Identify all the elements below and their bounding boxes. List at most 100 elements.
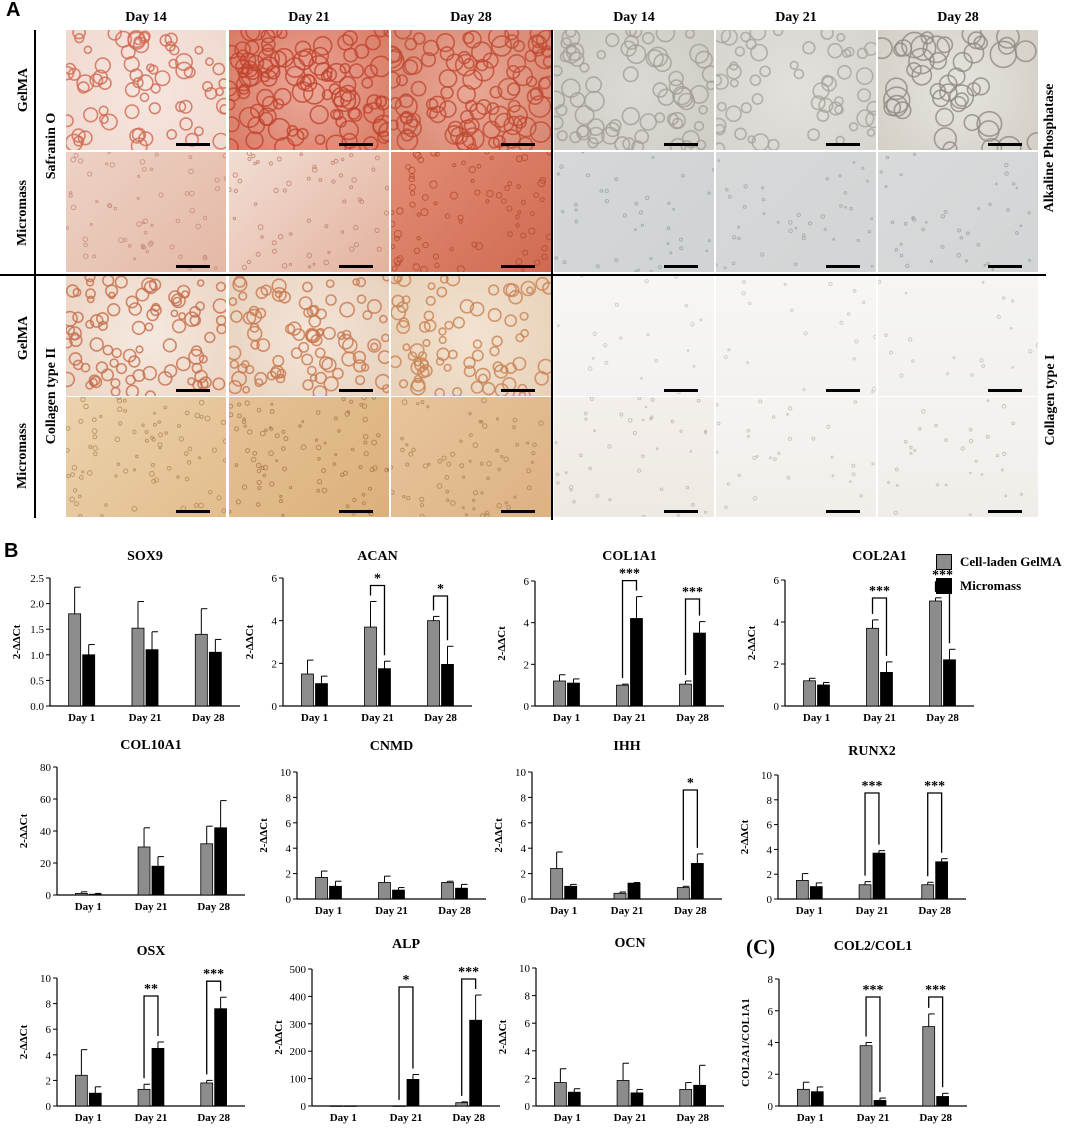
- cell-dot: [1010, 299, 1015, 303]
- cell-dot: [436, 483, 443, 489]
- cell-dot: [707, 239, 711, 243]
- cell-dot: [345, 504, 350, 509]
- cell-dot: [440, 85, 454, 100]
- bar-micromass: [82, 654, 96, 707]
- cell-dot: [444, 213, 451, 219]
- y-tick-label: 2: [774, 659, 780, 671]
- bar-gelma: [554, 1082, 567, 1107]
- cell-dot: [476, 163, 482, 169]
- y-tick-label: 4: [524, 618, 530, 630]
- micrograph-texture: [66, 276, 226, 396]
- cell-dot: [131, 506, 138, 512]
- scale-bar: [501, 389, 535, 392]
- cell-dot: [88, 444, 93, 449]
- cell-dot: [247, 54, 265, 72]
- cell-dot: [802, 41, 816, 55]
- cell-dot: [256, 338, 271, 352]
- cell-dot: [154, 152, 159, 157]
- cell-dot: [260, 235, 264, 239]
- cell-dot: [471, 241, 478, 248]
- cell-dot: [361, 77, 373, 89]
- cell-dot: [296, 75, 312, 91]
- micrograph-tile: [66, 397, 226, 517]
- cell-dot: [633, 270, 637, 272]
- cell-dot: [472, 442, 479, 448]
- cell-dot: [178, 99, 193, 114]
- cell-dot: [409, 190, 416, 196]
- cell-dot: [422, 338, 431, 348]
- y-tick-label: 10: [40, 973, 52, 985]
- cell-dot: [232, 276, 248, 292]
- cell-dot: [878, 279, 882, 284]
- cell-dot: [277, 234, 284, 240]
- cell-dot: [361, 492, 366, 497]
- cell-dot: [591, 356, 595, 360]
- cell-dot: [474, 242, 483, 251]
- y-tick-label: 1.0: [30, 650, 44, 662]
- cell-dot: [620, 40, 637, 57]
- cell-dot: [981, 364, 986, 368]
- cell-dot: [574, 219, 579, 224]
- cell-dot: [967, 31, 986, 50]
- cell-dot: [750, 43, 769, 62]
- cell-dot: [77, 158, 84, 164]
- cell-dot: [716, 142, 726, 150]
- cell-dot: [312, 262, 316, 266]
- cell-dot: [135, 454, 139, 459]
- cell-dot: [852, 357, 856, 361]
- cell-dot: [417, 156, 425, 164]
- cell-dot: [752, 496, 758, 501]
- cell-dot: [154, 70, 171, 87]
- cell-dot: [504, 185, 510, 191]
- cell-dot: [530, 460, 534, 464]
- cell-dot: [334, 453, 338, 456]
- significance-label: *: [687, 776, 694, 791]
- cell-dot: [315, 328, 324, 338]
- cell-dot: [843, 191, 848, 195]
- cell-dot: [149, 167, 154, 172]
- cell-dot: [78, 418, 84, 424]
- cell-dot: [481, 423, 488, 429]
- cell-dot: [353, 224, 359, 231]
- cell-dot: [957, 228, 962, 233]
- cell-dot: [396, 319, 411, 334]
- cell-dot: [837, 64, 852, 80]
- cell-dot: [175, 52, 194, 71]
- bar-micromass: [693, 632, 706, 707]
- cell-dot: [72, 488, 78, 493]
- cell-dot: [459, 439, 463, 443]
- cell-dot: [546, 152, 551, 156]
- bar-micromass: [810, 1091, 824, 1107]
- significance-label: ***: [924, 779, 945, 794]
- cell-dot: [589, 397, 594, 401]
- cell-dot: [468, 459, 472, 463]
- cell-dot: [1015, 186, 1019, 190]
- cell-dot: [264, 428, 268, 432]
- significance-bracket: [206, 980, 222, 1075]
- cell-dot: [316, 488, 321, 493]
- row-label-micromass-1: Micromass: [15, 180, 30, 246]
- cell-dot: [95, 361, 109, 374]
- cell-dot: [436, 286, 448, 298]
- cell-dot: [353, 242, 360, 248]
- cell-dot: [507, 99, 521, 113]
- cell-dot: [429, 180, 438, 189]
- cell-dot: [452, 316, 466, 329]
- micrograph-texture: [723, 279, 876, 394]
- cell-dot: [340, 89, 361, 111]
- cell-dot: [1002, 296, 1006, 300]
- bar-micromass: [343, 1105, 357, 1107]
- cell-dot: [279, 499, 283, 504]
- cell-dot: [306, 365, 317, 376]
- cell-dot: [438, 69, 458, 88]
- bar-gelma: [137, 1088, 151, 1107]
- cell-dot: [650, 397, 655, 402]
- cell-dot: [434, 262, 440, 269]
- cell-dot: [884, 185, 888, 188]
- cell-dot: [564, 30, 577, 38]
- cell-dot: [123, 237, 128, 243]
- cell-dot: [672, 117, 684, 129]
- cell-dot: [269, 427, 274, 431]
- cell-dot: [960, 446, 965, 451]
- cell-dot: [135, 287, 150, 302]
